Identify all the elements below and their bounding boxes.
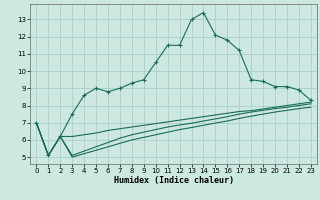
X-axis label: Humidex (Indice chaleur): Humidex (Indice chaleur) bbox=[114, 176, 234, 185]
